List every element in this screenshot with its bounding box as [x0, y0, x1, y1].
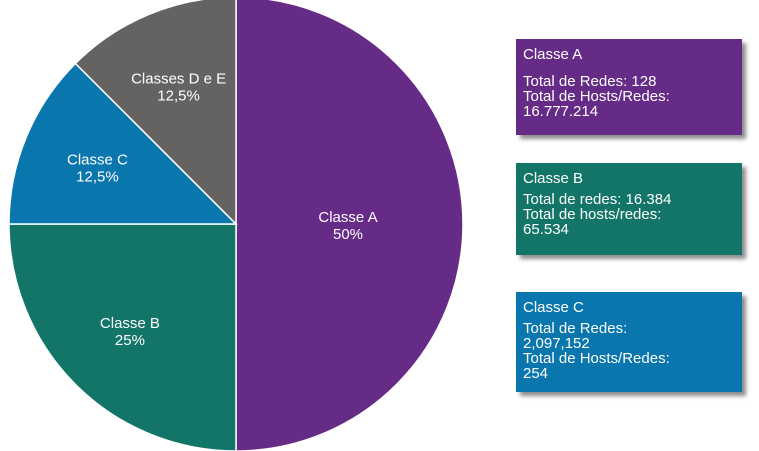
info-box-title: Classe A: [523, 46, 583, 63]
slice-value-label: 50%: [333, 226, 363, 243]
pie-slice-classe-c: [8, 62, 238, 225]
info-box-line: Total de Hosts/Redes:: [523, 88, 670, 105]
pie-slice-classes-d-e-e: [74, 0, 237, 226]
info-box-title: Classe B: [523, 170, 584, 187]
slice-name-label: Classes D e E: [131, 70, 226, 87]
info-box-line: Total de hosts/redes:: [523, 206, 662, 223]
pie-chart: Classe A50%Classe B25%Classe C12,5%Class…: [8, 0, 464, 451]
slice-value-label: 25%: [115, 332, 145, 349]
slice-name-label: Classe C: [67, 152, 128, 169]
slice-value-label: 12,5%: [157, 87, 200, 104]
slice-name-label: Classe A: [318, 209, 377, 226]
slice-value-label: 12,5%: [76, 169, 119, 186]
pie-slice-classe-b: [8, 223, 237, 451]
info-box-line: 2,097,152: [523, 335, 590, 352]
info-box-line: Total de Hosts/Redes:: [523, 350, 670, 367]
info-box-classe-a: Classe A Total de Redes: 128 Total de Ho…: [516, 39, 742, 135]
info-box-classe-c: Classe C Total de Redes: 2,097,152 Total…: [516, 292, 742, 392]
info-box-line: Total de Redes:: [523, 320, 628, 337]
info-box-line: 254: [523, 365, 549, 382]
info-box-title: Classe C: [523, 299, 584, 316]
info-box-line: 16.777.214: [523, 103, 599, 120]
slice-name-label: Classe B: [100, 315, 160, 332]
info-box-line: 65.534: [523, 221, 569, 238]
info-box-line: Total de redes: 16.384: [523, 191, 672, 208]
info-box-line: Total de Redes: 128: [523, 73, 657, 90]
info-box-classe-b: Classe B Total de redes: 16.384 Total de…: [516, 163, 742, 255]
pie-slice-classe-a: [235, 0, 464, 451]
